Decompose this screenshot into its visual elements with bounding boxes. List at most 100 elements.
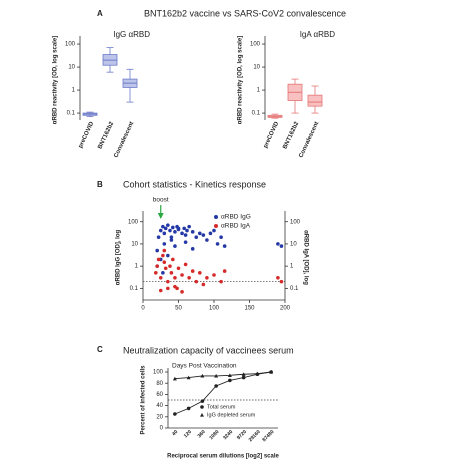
data-point [219,279,223,284]
data-point [201,282,206,287]
data-point [169,238,174,242]
data-point [194,279,199,284]
data-point [158,228,163,233]
data-point [166,286,170,291]
x-tick-label: 87480 [261,429,275,443]
data-point [163,226,168,231]
data-point [173,275,177,280]
data-point [166,279,170,284]
data-point [156,235,161,240]
data-point [279,279,284,284]
x-tick-label: 9720 [236,429,248,441]
data-point [190,269,195,273]
y-tick-label: 0 [160,426,164,432]
y2-axis-label: αRBD IgA [OD], log [302,230,308,285]
y-axis-label: Percent of infected cells [141,365,147,435]
x-tick-label: preCOVID [78,120,96,149]
data-point [183,240,188,244]
data-point [161,253,165,258]
data-point [276,242,280,246]
y-tick-label: 100 [153,370,164,376]
data-point [183,233,188,237]
data-point [155,248,159,253]
data-point [173,412,177,416]
x-tick-label: preCOVID [263,120,281,149]
y-tick-label: 80 [156,381,163,387]
x-tick-label: Convalescent [113,121,135,159]
data-point [163,266,168,271]
x-tick-label: BNT162b2 [282,120,300,150]
y-tick-label: 0.1 [252,111,261,117]
data-point [228,378,232,383]
data-point [186,375,191,380]
data-point [255,371,260,376]
data-point [241,372,246,376]
data-point [222,269,227,273]
x-tick-label: 1080 [208,429,220,441]
data-point [176,266,181,271]
data-point [279,244,284,248]
legend-label: Total serum [207,404,236,410]
subtitle: Days Post Vaccination [172,363,237,370]
y-tick-label: 10 [253,65,260,71]
x-tick-label: 120 [183,429,193,439]
x-tick-label: 3240 [222,429,234,441]
panel-title: Neutralization capacity of vaccinees ser… [123,345,294,355]
legend-label: αRBD IgG [221,214,251,221]
data-point [171,225,175,230]
data-point [180,231,184,236]
data-point [205,238,209,242]
y-tick-label: 0.1 [67,111,76,117]
data-point [162,248,167,253]
y-tick-label: 60 [156,392,163,398]
data-point [208,231,213,236]
x-tick-label: 0 [141,306,145,312]
data-point [276,275,280,280]
data-point [205,275,209,280]
y-tick-label: 100 [250,42,261,48]
data-point [201,233,206,237]
data-point [180,273,184,277]
legend-marker [214,215,218,219]
y2-tick-label: 1 [290,264,294,270]
data-point [186,406,191,411]
panel-title: Cohort statistics - Kinetics response [123,179,266,189]
legend-marker [214,224,218,228]
y-tick-label: 10 [68,65,75,71]
data-point [222,244,227,248]
data-point [190,247,195,251]
data-point [173,230,177,234]
data-point [214,373,219,378]
y-tick-label: 100 [65,42,76,48]
x-tick-label: 50 [175,306,182,312]
x-axis-label: Reciprocal serum dilutions [log2] scale [167,454,279,460]
y-tick-label: 40 [156,403,163,409]
data-point [173,244,177,248]
series-line [174,371,272,415]
data-point [168,228,172,233]
y-tick-label: 10 [131,241,138,247]
data-point [269,370,274,374]
data-point [215,242,220,246]
data-point [180,290,184,294]
data-point [162,260,167,265]
panel-title: BNT162b2 vaccine vs SARS-CoV2 convalesce… [144,8,346,18]
data-point [219,235,223,240]
series-line [174,371,272,380]
legend-marker [200,413,204,417]
data-point [156,257,161,262]
legend-marker [200,405,204,409]
y-axis-label: αRBD IgG [OD], log [116,229,122,285]
data-point [171,257,175,262]
legend-label: αRBD IgA [221,223,251,230]
data-point [166,223,170,227]
x-tick-label: Convalescent [298,121,320,159]
box [307,94,323,107]
x-tick-label: 150 [244,306,255,312]
data-point [161,271,165,275]
y-tick-label: 1 [257,88,261,94]
x-tick-label: 200 [280,306,291,312]
data-point [198,271,202,275]
panel-letter: A [97,9,103,18]
